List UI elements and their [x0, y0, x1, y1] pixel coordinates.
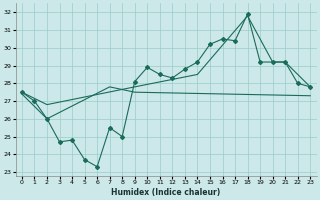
X-axis label: Humidex (Indice chaleur): Humidex (Indice chaleur) [111, 188, 221, 197]
